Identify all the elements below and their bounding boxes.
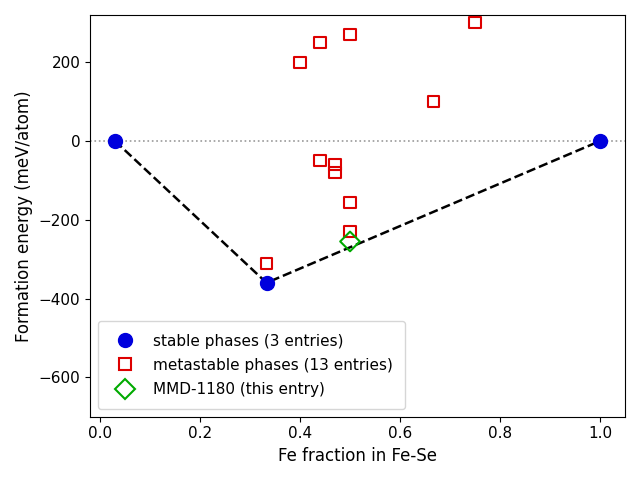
Point <box>595 137 605 145</box>
Point <box>315 157 325 165</box>
Point <box>315 39 325 47</box>
Point <box>110 137 120 145</box>
X-axis label: Fe fraction in Fe-Se: Fe fraction in Fe-Se <box>278 447 437 465</box>
Point <box>261 279 271 287</box>
Legend: stable phases (3 entries), metastable phases (13 entries), MMD-1180 (this entry): stable phases (3 entries), metastable ph… <box>98 321 404 409</box>
Point <box>345 238 355 245</box>
Point <box>261 259 271 267</box>
Point <box>330 168 340 176</box>
Point <box>330 161 340 168</box>
Y-axis label: Formation energy (meV/atom): Formation energy (meV/atom) <box>15 90 33 342</box>
Point <box>345 198 355 206</box>
Point <box>428 98 438 106</box>
Point <box>470 19 480 27</box>
Point <box>345 228 355 236</box>
Point <box>295 59 305 66</box>
Point <box>345 31 355 38</box>
